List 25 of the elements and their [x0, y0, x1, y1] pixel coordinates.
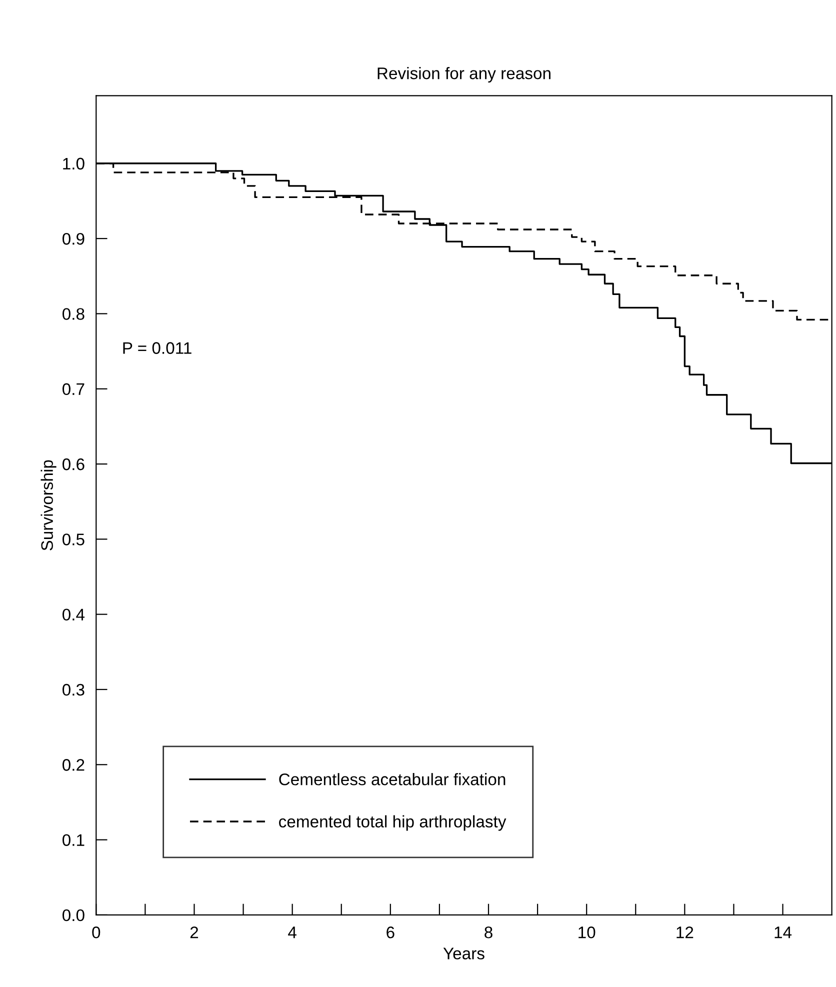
y-tick-label: 0.7: [62, 383, 84, 396]
y-tick-label: 0.8: [62, 308, 84, 320]
x-tick-label: 8: [484, 926, 492, 938]
y-tick-label: 0.4: [62, 608, 85, 621]
y-tick-label: 0.0: [62, 909, 84, 922]
y-tick-label: 0.3: [62, 684, 84, 696]
annotation: P = 0.011: [123, 342, 192, 354]
y-tick-label: 0.5: [62, 534, 84, 546]
legend-label: cemented total hip arthroplasty: [279, 815, 506, 831]
chart-title: Revision for any reason: [378, 66, 550, 83]
x-tick-label: 10: [578, 926, 596, 938]
legend-label: Cementless acetabular fixation: [279, 773, 506, 786]
x-tick-label: 6: [386, 926, 394, 938]
x-axis-title: Years: [443, 948, 484, 960]
y-tick-label: 0.9: [62, 232, 84, 245]
x-tick-label: 4: [288, 926, 296, 938]
y-tick-label: 0.6: [62, 458, 84, 470]
y-tick-label: 1.0: [63, 158, 84, 170]
x-tick-label: 0: [92, 926, 100, 938]
x-tick-label: 12: [676, 926, 694, 938]
x-tick-label: 14: [774, 926, 792, 938]
y-tick-label: 0.2: [62, 759, 84, 771]
y-tick-label: 0.1: [62, 834, 84, 846]
x-tick-label: 2: [190, 926, 198, 938]
y-axis-title: Survivorship: [40, 460, 56, 550]
